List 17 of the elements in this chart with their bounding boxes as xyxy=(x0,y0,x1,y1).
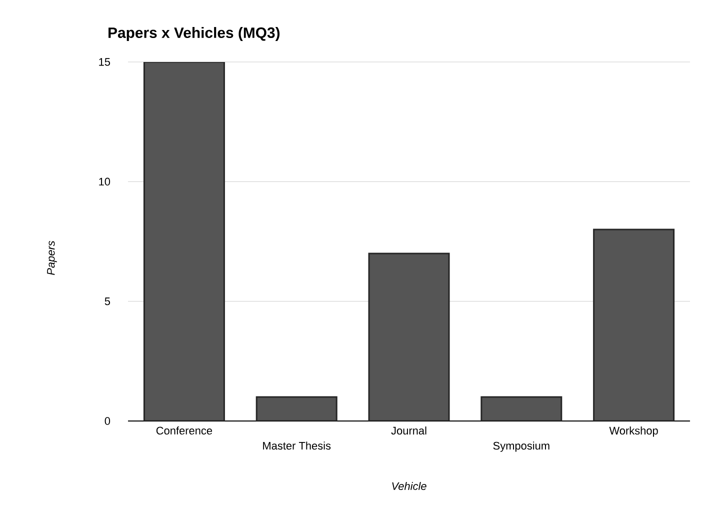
bar xyxy=(143,62,225,421)
bar xyxy=(368,252,450,421)
y-tick-label: 15 xyxy=(99,58,110,66)
bar xyxy=(480,396,562,421)
x-tick-label: Journal xyxy=(391,426,426,435)
x-tick-label: Conference xyxy=(156,426,212,435)
y-tick-label: 5 xyxy=(104,298,110,306)
x-tick-label: Master Thesis xyxy=(263,442,331,450)
y-axis-title: Papers xyxy=(47,240,57,276)
x-axis-title: Vehicle xyxy=(392,482,426,490)
bar xyxy=(256,396,338,421)
y-tick-label: 0 xyxy=(104,417,110,425)
x-tick-label: Workshop xyxy=(609,426,658,437)
bar xyxy=(593,228,675,421)
x-tick-label: Symposium xyxy=(493,442,550,452)
y-tick-label: 10 xyxy=(99,178,110,186)
chart-title: Papers x Vehicles (MQ3) xyxy=(108,27,280,41)
